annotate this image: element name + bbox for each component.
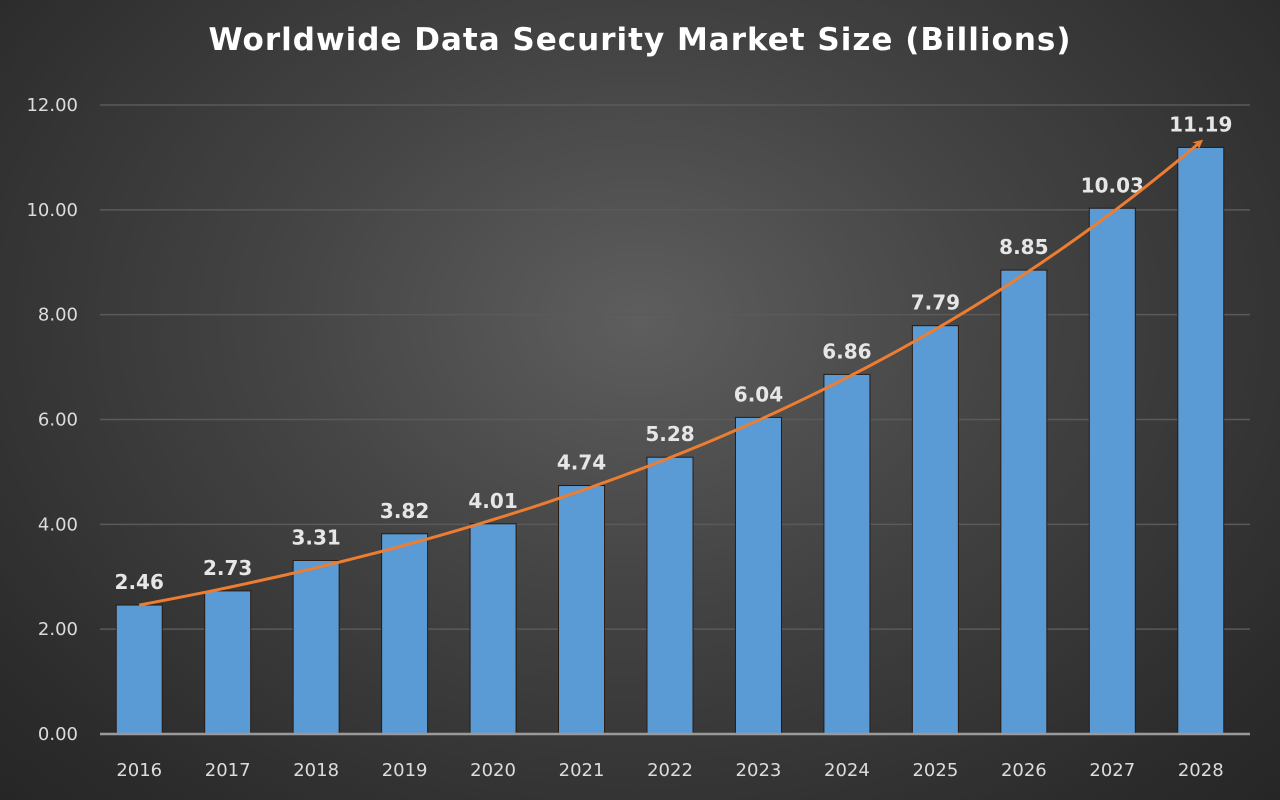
bar bbox=[646, 456, 694, 735]
y-tick-label: 6.00 bbox=[38, 410, 78, 431]
x-tick-label: 2019 bbox=[382, 760, 428, 781]
x-tick-label: 2018 bbox=[293, 760, 339, 781]
bar bbox=[823, 373, 871, 735]
data-label: 5.28 bbox=[645, 422, 694, 446]
y-tick-label: 10.00 bbox=[26, 200, 78, 221]
y-tick-label: 0.00 bbox=[38, 724, 78, 745]
data-label: 8.85 bbox=[999, 235, 1048, 259]
data-label: 3.82 bbox=[380, 499, 429, 523]
data-label: 6.86 bbox=[822, 339, 871, 363]
x-tick-label: 2027 bbox=[1089, 760, 1135, 781]
data-label: 4.01 bbox=[468, 489, 517, 513]
x-tick-label: 2026 bbox=[1001, 760, 1047, 781]
bar bbox=[1177, 146, 1225, 735]
bar bbox=[1088, 207, 1136, 735]
bar bbox=[911, 325, 959, 735]
bar bbox=[469, 523, 517, 735]
data-label: 11.19 bbox=[1169, 112, 1232, 136]
x-tick-label: 2024 bbox=[824, 760, 870, 781]
data-label: 2.73 bbox=[203, 556, 252, 580]
bar bbox=[734, 416, 782, 735]
bar bbox=[1000, 269, 1048, 735]
chart-title: Worldwide Data Security Market Size (Bil… bbox=[208, 22, 1072, 58]
trend-arrow bbox=[138, 139, 1204, 607]
y-tick-label: 2.00 bbox=[38, 619, 78, 640]
x-tick-label: 2021 bbox=[559, 760, 605, 781]
x-tick-label: 2017 bbox=[205, 760, 251, 781]
data-label: 3.31 bbox=[291, 526, 340, 550]
data-label: 2.46 bbox=[115, 570, 164, 594]
bar bbox=[558, 485, 606, 735]
x-tick-label: 2016 bbox=[116, 760, 162, 781]
x-tick-label: 2020 bbox=[470, 760, 516, 781]
data-label: 4.74 bbox=[557, 451, 606, 475]
bar bbox=[115, 604, 163, 735]
x-tick-label: 2028 bbox=[1178, 760, 1224, 781]
y-tick-label: 8.00 bbox=[38, 305, 78, 326]
data-label: 6.04 bbox=[734, 382, 783, 406]
y-tick-label: 4.00 bbox=[38, 514, 78, 535]
y-tick-label: 12.00 bbox=[26, 95, 78, 116]
x-tick-label: 2025 bbox=[912, 760, 958, 781]
bar bbox=[292, 560, 340, 735]
data-label: 7.79 bbox=[911, 291, 960, 315]
x-tick-label: 2022 bbox=[647, 760, 693, 781]
bar bbox=[204, 590, 252, 735]
data-label: 10.03 bbox=[1081, 173, 1144, 197]
x-tick-label: 2023 bbox=[736, 760, 782, 781]
bar bbox=[381, 533, 429, 735]
